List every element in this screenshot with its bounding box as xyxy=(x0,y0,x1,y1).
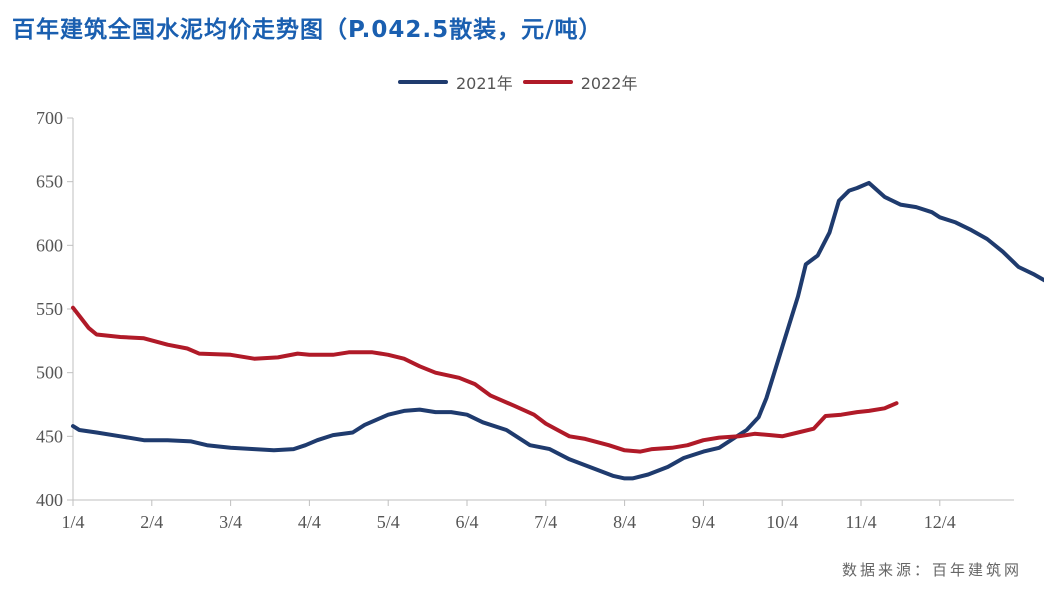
chart-title: 百年建筑全国水泥均价走势图（P.042.5散装，元/吨） xyxy=(12,17,603,43)
x-tick-label-3: 4/4 xyxy=(298,512,321,532)
y-tick-label-650: 650 xyxy=(36,172,63,192)
legend-item-2021: 2021年 xyxy=(398,70,513,94)
legend-item-2022: 2022年 xyxy=(522,70,638,94)
y-tick-label-400: 400 xyxy=(36,490,63,510)
x-tick-label-2: 3/4 xyxy=(219,512,242,532)
y-tick-label-700: 700 xyxy=(36,108,63,128)
legend-label-2021: 2021年 xyxy=(456,74,513,93)
series-line-2022 xyxy=(71,305,899,454)
source-note: 数据来源：百年建筑网 xyxy=(841,561,1022,579)
y-tick-label-600: 600 xyxy=(36,235,63,255)
y-tick-label-550: 550 xyxy=(36,299,63,319)
legend: 2021年 2022年 xyxy=(398,70,637,94)
x-tick-label-7: 8/4 xyxy=(613,512,636,532)
legend-swatch-2022 xyxy=(522,80,573,84)
x-tick-label-10: 11/4 xyxy=(845,512,876,532)
x-tick-label-4: 5/4 xyxy=(377,512,400,532)
x-tick-label-9: 10/4 xyxy=(766,512,798,532)
x-tick-label-8: 9/4 xyxy=(692,512,715,532)
x-tick-label-1: 2/4 xyxy=(140,512,163,532)
y-tick-label-500: 500 xyxy=(36,363,63,383)
legend-label-2022: 2022年 xyxy=(580,74,638,93)
y-tick-label-450: 450 xyxy=(36,426,63,446)
x-tick-label-0: 1/4 xyxy=(61,512,84,532)
legend-swatch-2021 xyxy=(398,80,448,84)
x-tick-label-5: 6/4 xyxy=(455,512,478,532)
series-line-2021 xyxy=(71,180,1044,481)
x-tick-label-11: 12/4 xyxy=(924,512,956,532)
x-tick-label-6: 7/4 xyxy=(534,512,557,532)
